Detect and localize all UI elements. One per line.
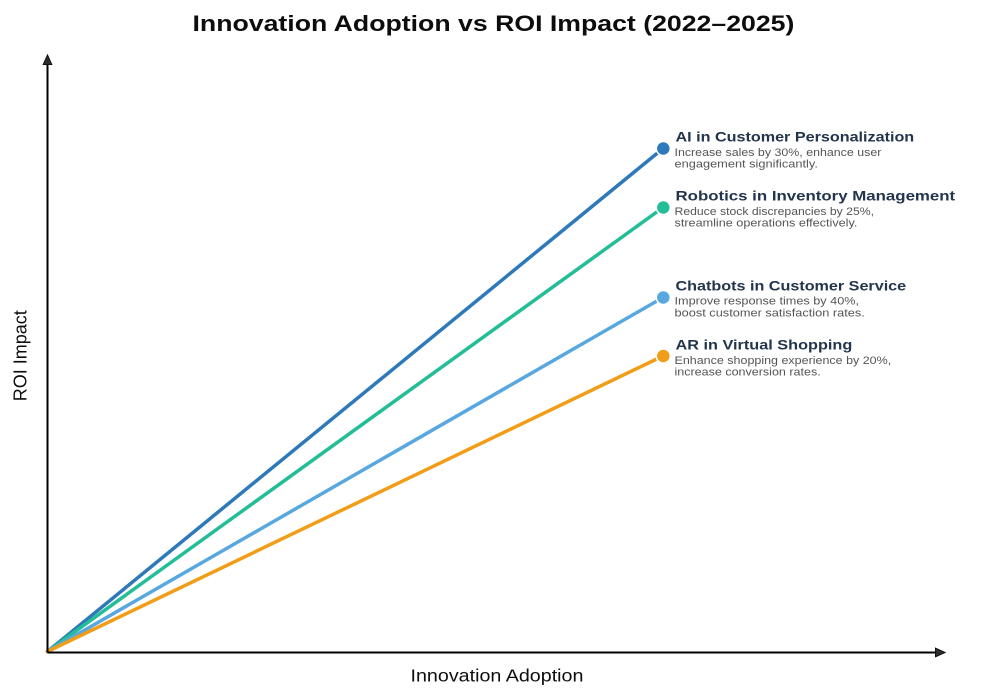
svg-text:AI in Customer Personalization: AI in Customer Personalization (676, 131, 915, 146)
svg-text:AR in Virtual Shopping: AR in Virtual Shopping (676, 338, 853, 353)
svg-text:increase conversion rates.: increase conversion rates. (675, 366, 821, 378)
svg-text:engagement significantly.: engagement significantly. (675, 157, 818, 170)
svg-text:Enhance shopping experience by: Enhance shopping experience by 20%, (675, 355, 892, 367)
svg-text:boost customer satisfaction ra: boost customer satisfaction rates. (675, 306, 865, 319)
svg-text:Increase sales by 30%, enhance: Increase sales by 30%, enhance user (675, 146, 882, 158)
svg-text:Improve response times by 40%,: Improve response times by 40%, (675, 295, 860, 307)
svg-text:Robotics in Inventory Manageme: Robotics in Inventory Management (676, 189, 956, 204)
svg-text:Reduce stock discrepancies by: Reduce stock discrepancies by 25%, (675, 206, 874, 217)
svg-text:ROI Impact: ROI Impact (11, 310, 31, 401)
svg-text:Chatbots in Customer Service: Chatbots in Customer Service (676, 280, 907, 294)
svg-text:streamline operations effectiv: streamline operations effectively. (675, 217, 858, 229)
svg-text:Innovation Adoption: Innovation Adoption (411, 665, 584, 685)
svg-text:Innovation Adoption vs ROI Imp: Innovation Adoption vs ROI Impact (2022–… (193, 12, 795, 36)
